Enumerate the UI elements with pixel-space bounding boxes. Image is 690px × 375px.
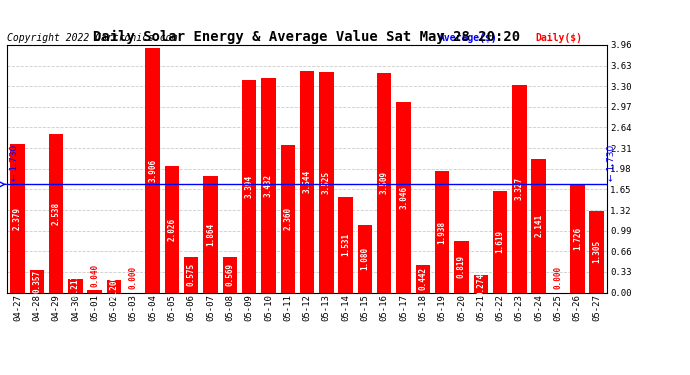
Bar (204, 176, 218, 292)
Bar (146, 48, 160, 292)
Text: Copyright 2022 Cartronics.com: Copyright 2022 Cartronics.com (7, 33, 177, 42)
Bar (589, 211, 604, 292)
Text: Average($): Average($) (439, 33, 498, 42)
Text: 1.080: 1.080 (360, 247, 369, 270)
Bar (415, 265, 430, 292)
Text: 3.906: 3.906 (148, 159, 157, 182)
Text: 0.819: 0.819 (457, 255, 466, 279)
Bar (68, 279, 83, 292)
Bar (319, 72, 333, 292)
Bar (338, 197, 353, 292)
Text: 0.200: 0.200 (110, 274, 119, 298)
Text: 0.575: 0.575 (187, 263, 196, 286)
Bar (10, 144, 25, 292)
Text: 2.026: 2.026 (168, 217, 177, 241)
Text: 1.305: 1.305 (592, 240, 601, 263)
Text: 2.379: 2.379 (13, 207, 22, 230)
Bar (262, 78, 276, 292)
Text: 0.217: 0.217 (71, 274, 80, 297)
Bar (184, 256, 199, 292)
Text: 3.525: 3.525 (322, 171, 331, 194)
Text: 0.274: 0.274 (476, 272, 485, 296)
Bar (357, 225, 372, 292)
Bar (49, 134, 63, 292)
Text: 0.357: 0.357 (32, 270, 41, 293)
Text: 2.538: 2.538 (52, 202, 61, 225)
Text: 1.531: 1.531 (341, 233, 350, 256)
Text: 3.327: 3.327 (515, 177, 524, 200)
Bar (531, 159, 546, 292)
Text: 3.544: 3.544 (302, 170, 312, 194)
Text: ← 1.730: ← 1.730 (10, 145, 19, 181)
Bar (223, 257, 237, 292)
Text: 1.619: 1.619 (495, 230, 504, 254)
Text: 0.040: 0.040 (90, 264, 99, 287)
Text: 0.000: 0.000 (129, 266, 138, 290)
Bar (30, 270, 44, 292)
Bar (473, 275, 488, 292)
Bar (396, 102, 411, 292)
Text: 3.432: 3.432 (264, 174, 273, 197)
Text: 2.360: 2.360 (284, 207, 293, 230)
Bar (570, 184, 584, 292)
Text: ← 1.730: ← 1.730 (607, 145, 616, 181)
Text: 0.569: 0.569 (226, 263, 235, 286)
Bar (435, 171, 449, 292)
Text: 2.141: 2.141 (534, 214, 543, 237)
Text: 3.394: 3.394 (245, 175, 254, 198)
Bar (242, 80, 257, 292)
Bar (165, 166, 179, 292)
Bar (377, 73, 391, 292)
Text: 1.726: 1.726 (573, 227, 582, 250)
Text: 3.046: 3.046 (399, 186, 408, 209)
Text: 1.938: 1.938 (437, 220, 446, 243)
Text: 0.442: 0.442 (418, 267, 427, 290)
Bar (300, 71, 314, 292)
Text: Daily($): Daily($) (535, 33, 582, 42)
Bar (281, 145, 295, 292)
Text: 0.000: 0.000 (553, 266, 562, 290)
Bar (454, 242, 469, 292)
Bar (107, 280, 121, 292)
Text: 1.864: 1.864 (206, 223, 215, 246)
Title: Daily Solar Energy & Average Value Sat May 28 20:20: Daily Solar Energy & Average Value Sat M… (93, 30, 521, 44)
Bar (493, 191, 507, 292)
Bar (88, 290, 102, 292)
Text: 3.509: 3.509 (380, 171, 388, 194)
Bar (512, 85, 526, 292)
